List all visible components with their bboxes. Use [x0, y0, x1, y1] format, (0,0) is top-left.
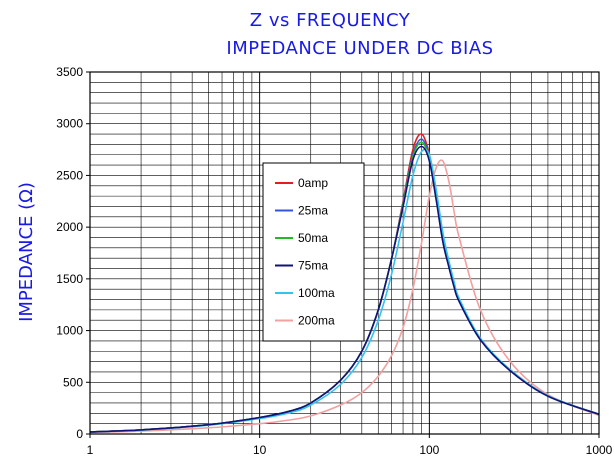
series-lines: [89, 133, 600, 434]
x-tick-label: 1000: [586, 443, 613, 457]
legend-label-75ma: 75ma: [298, 259, 328, 273]
y-axis-ticks: 0 500 1000 1500 2000 2500 3000 3500: [56, 65, 90, 441]
legend-label-100ma: 100ma: [298, 286, 335, 300]
chart-subtitle: IMPEDANCE UNDER DC BIAS: [226, 38, 493, 59]
x-axis-ticks: 1 10 100 1000: [87, 434, 613, 457]
legend: 0amp 25ma 50ma 75ma 100ma 200ma: [262, 162, 365, 342]
series-line-200ma: [89, 159, 600, 434]
series-line-100ma: [89, 148, 600, 433]
legend-box: [262, 162, 365, 342]
y-axis-label: IMPEDANCE (Ω): [16, 182, 37, 322]
legend-label-50ma: 50ma: [298, 231, 328, 245]
x-tick-label: 100: [419, 443, 439, 457]
legend-label-0amp: 0amp: [298, 176, 328, 190]
plot-frame: [89, 71, 600, 435]
y-tick-label: 2500: [56, 168, 83, 182]
y-tick-label: 3000: [56, 117, 83, 131]
legend-label-200ma: 200ma: [298, 314, 335, 328]
y-tick-label: 2000: [56, 220, 83, 234]
y-tick-label: 500: [63, 375, 83, 389]
y-tick-label: 0: [76, 427, 83, 441]
y-tick-label: 1500: [56, 272, 83, 286]
y-tick-label: 1000: [56, 324, 83, 338]
y-tick-label: 3500: [56, 65, 83, 79]
x-tick-label: 1: [87, 443, 94, 457]
series-line-75ma: [89, 145, 600, 433]
x-tick-label: 10: [253, 443, 267, 457]
chart-title: Z vs FREQUENCY: [250, 10, 411, 31]
legend-label-25ma: 25ma: [298, 204, 328, 218]
